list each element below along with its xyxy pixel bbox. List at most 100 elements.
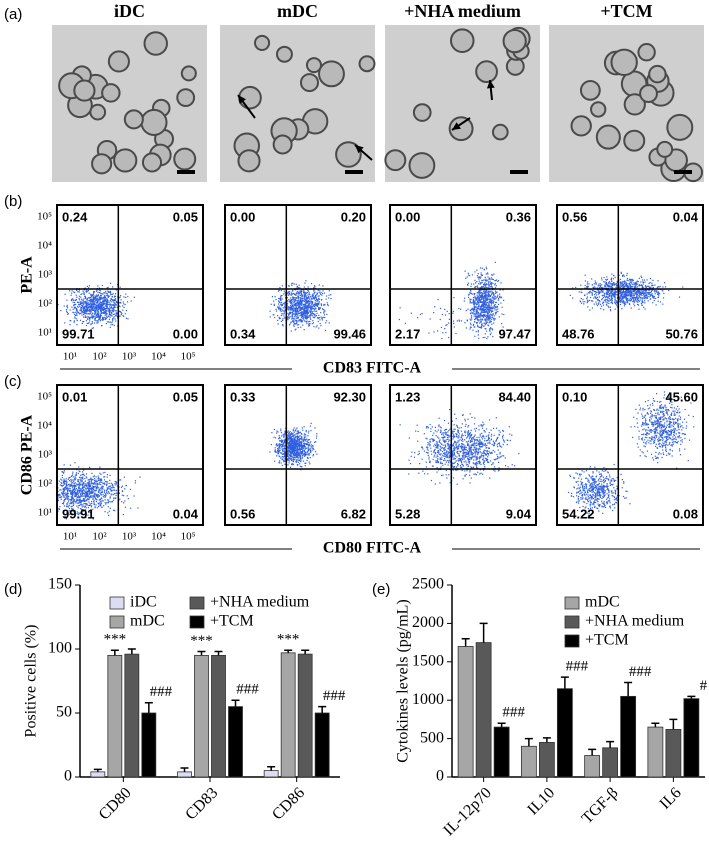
event-dot	[85, 308, 87, 311]
event-dot	[301, 299, 304, 301]
event-dot	[635, 287, 637, 289]
event-dot	[92, 482, 94, 484]
event-dot	[487, 336, 489, 338]
event-dot	[82, 307, 85, 309]
event-dot	[108, 303, 110, 306]
event-dot	[321, 317, 323, 320]
event-dot	[490, 327, 492, 329]
event-dot	[472, 309, 474, 312]
event-dot	[479, 326, 481, 328]
event-dot	[629, 291, 632, 293]
event-dot	[95, 308, 98, 310]
event-dot	[301, 290, 303, 292]
event-dot	[654, 284, 656, 286]
event-dot	[81, 310, 83, 312]
event-dot	[119, 305, 121, 308]
event-dot	[492, 300, 494, 302]
event-dot	[64, 499, 66, 501]
event-dot	[76, 312, 78, 314]
event-dot	[81, 293, 83, 295]
event-dot	[126, 495, 128, 497]
event-dot	[92, 296, 94, 299]
event-dot	[102, 317, 104, 319]
event-dot	[78, 499, 80, 501]
event-dot	[293, 293, 296, 296]
event-dot	[133, 296, 135, 298]
event-dot	[482, 302, 484, 305]
event-dot	[110, 297, 112, 300]
cell	[305, 57, 322, 74]
event-dot	[108, 499, 110, 501]
event-dot	[474, 302, 476, 304]
event-dot	[634, 292, 636, 294]
event-dot	[275, 310, 278, 312]
event-dot	[476, 313, 478, 315]
event-dot	[628, 290, 630, 292]
cell	[666, 113, 694, 141]
event-dot	[78, 313, 81, 315]
event-dot	[621, 295, 623, 298]
event-dot	[474, 286, 476, 289]
event-dot	[645, 293, 647, 295]
event-dot	[100, 325, 103, 327]
event-dot	[471, 293, 473, 295]
event-dot	[611, 298, 613, 300]
event-dot	[488, 298, 490, 300]
event-dot	[295, 323, 297, 325]
event-dot	[68, 477, 70, 479]
event-dot	[584, 301, 586, 303]
plot-frame	[56, 204, 204, 346]
event-dot	[294, 298, 296, 301]
event-dot	[609, 295, 611, 297]
event-dot	[281, 285, 283, 287]
event-dot	[113, 313, 116, 315]
event-dot	[290, 306, 292, 308]
event-dot	[292, 320, 294, 322]
event-dot	[66, 299, 68, 301]
event-dot	[605, 283, 608, 286]
event-dot	[78, 496, 80, 498]
event-dot	[488, 278, 490, 280]
event-dot	[91, 492, 93, 495]
event-dot	[494, 303, 496, 306]
event-dot	[64, 480, 67, 483]
event-dot	[78, 304, 81, 306]
event-dot	[638, 289, 641, 291]
event-dot	[105, 307, 107, 310]
event-dot	[316, 302, 319, 304]
event-dot	[99, 294, 102, 297]
event-dot	[313, 285, 316, 287]
event-dot	[274, 450, 276, 452]
event-dot	[593, 290, 596, 293]
event-dot	[81, 480, 84, 482]
event-dot	[470, 292, 472, 295]
event-dot	[94, 319, 96, 321]
event-dot	[473, 294, 475, 296]
event-dot	[299, 458, 301, 460]
event-dot	[104, 314, 106, 316]
event-dot	[636, 280, 639, 282]
event-dot	[606, 276, 608, 278]
event-dot	[625, 303, 627, 305]
event-dot	[631, 292, 633, 294]
event-dot	[306, 310, 308, 313]
event-dot	[61, 502, 64, 505]
event-dot	[643, 296, 646, 298]
event-dot	[286, 301, 288, 303]
plot-frame	[556, 204, 704, 346]
event-dot	[625, 301, 627, 303]
event-dot	[465, 310, 467, 312]
event-dot	[73, 498, 75, 500]
event-dot	[90, 314, 92, 316]
event-dot	[301, 311, 303, 313]
event-dot	[86, 491, 88, 493]
event-dot	[123, 303, 125, 305]
event-dot	[87, 496, 89, 498]
event-dot	[57, 304, 59, 306]
event-dot	[493, 319, 495, 321]
event-dot	[314, 302, 316, 304]
event-dot	[468, 274, 471, 277]
event-dot	[631, 293, 633, 295]
event-dot	[583, 303, 585, 305]
event-dot	[99, 306, 101, 308]
